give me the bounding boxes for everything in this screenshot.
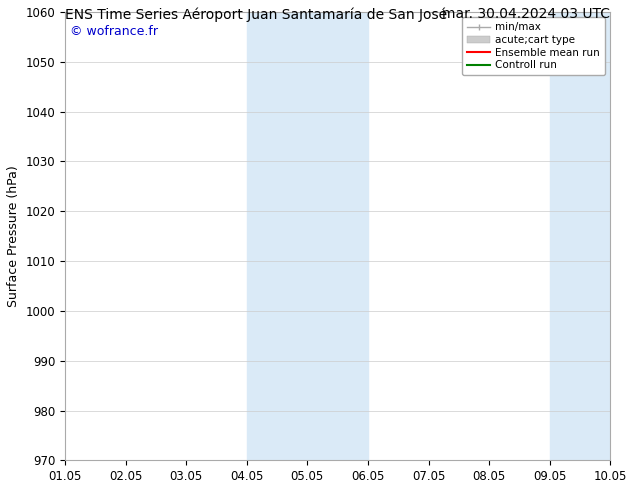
Text: ENS Time Series Aéroport Juan Santamaría de San José: ENS Time Series Aéroport Juan Santamaría… bbox=[65, 7, 447, 22]
Y-axis label: Surface Pressure (hPa): Surface Pressure (hPa) bbox=[7, 165, 20, 307]
Bar bbox=[550, 12, 611, 460]
Text: © wofrance.fr: © wofrance.fr bbox=[70, 25, 158, 38]
Legend: min/max, acute;cart type, Ensemble mean run, Controll run: min/max, acute;cart type, Ensemble mean … bbox=[462, 17, 605, 75]
Bar bbox=[247, 12, 368, 460]
Text: mar. 30.04.2024 03 UTC: mar. 30.04.2024 03 UTC bbox=[443, 7, 611, 22]
